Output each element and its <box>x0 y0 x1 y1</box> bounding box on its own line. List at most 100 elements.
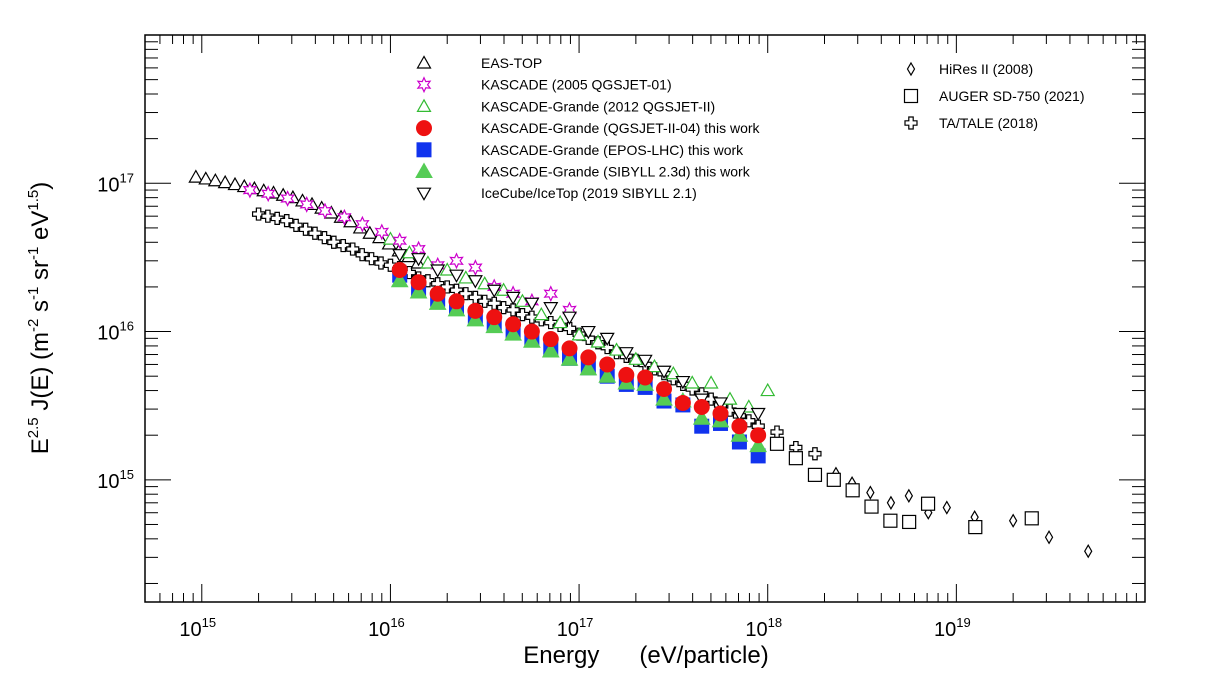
legend-left: EAS-TOP KASCADE (2005 QGSJET-01) KASCADE-G… <box>415 55 761 201</box>
data-point <box>760 382 776 397</box>
legend-marker <box>416 76 432 94</box>
data-point <box>486 284 502 298</box>
data-point <box>390 271 409 288</box>
data-point <box>942 500 952 515</box>
y-tick-label: 1017 <box>97 170 134 196</box>
data-point <box>260 185 276 203</box>
data-point <box>514 293 530 307</box>
data-point <box>382 231 398 245</box>
data-point <box>579 359 598 376</box>
data-point <box>712 405 729 422</box>
data-point <box>561 340 578 357</box>
data-point <box>618 366 635 383</box>
legend-label: HiRes II (2008) <box>939 61 1033 77</box>
data-point <box>467 302 484 319</box>
series-4 <box>392 267 766 464</box>
data-point <box>449 252 464 270</box>
data-point <box>298 222 313 236</box>
data-point <box>543 302 559 316</box>
legend-label: KASCADE (2005 QGSJET-01) <box>481 77 672 93</box>
data-point <box>637 354 653 369</box>
plot-frame <box>144 34 1146 603</box>
legend-marker <box>906 61 916 77</box>
legend-label: KASCADE-Grande (EPOS-LHC) this work <box>481 142 744 158</box>
data-point <box>364 252 379 266</box>
data-point <box>561 311 578 325</box>
data-point <box>308 226 322 240</box>
data-point <box>883 513 898 528</box>
data-point <box>227 176 243 191</box>
legend-marker <box>416 55 432 69</box>
x-tick-label: 1015 <box>179 615 216 641</box>
data-point <box>198 171 214 185</box>
data-point <box>317 231 332 245</box>
data-point <box>920 496 936 511</box>
data-series <box>188 169 1093 559</box>
legend-marker <box>903 88 919 104</box>
data-point <box>410 274 427 291</box>
data-point <box>374 223 390 241</box>
legend-label: TA/TALE (2018) <box>939 115 1038 131</box>
data-point <box>750 407 766 422</box>
data-point <box>552 314 568 329</box>
data-point <box>1008 513 1018 528</box>
data-point <box>864 499 879 514</box>
legend-label: EAS-TOP <box>481 55 542 71</box>
data-point <box>242 181 258 199</box>
data-point <box>374 256 388 270</box>
data-point <box>692 409 711 425</box>
tick-marks <box>144 34 1146 602</box>
series-8 <box>769 436 1039 535</box>
data-point <box>392 249 408 263</box>
data-point <box>628 351 644 365</box>
data-point <box>188 169 204 183</box>
data-point <box>788 451 803 466</box>
data-point <box>346 242 360 256</box>
series-3 <box>391 262 767 444</box>
data-point <box>270 211 284 225</box>
series-2 <box>382 231 776 413</box>
data-point <box>541 341 560 358</box>
data-point <box>459 287 473 301</box>
data-point <box>968 519 983 535</box>
x-tick-labels: 1015 1016 1017 1018 1019 <box>179 615 970 641</box>
data-point <box>544 315 558 330</box>
data-point <box>543 285 559 303</box>
data-point <box>655 390 673 406</box>
data-point <box>523 323 540 340</box>
data-point <box>448 269 465 283</box>
data-point <box>675 375 691 390</box>
data-point <box>478 294 492 308</box>
legend-marker <box>416 142 432 158</box>
data-point <box>750 427 767 444</box>
data-point <box>712 397 729 411</box>
data-point <box>1024 511 1039 526</box>
data-point <box>362 225 378 239</box>
data-point <box>525 310 539 324</box>
data-point <box>280 190 295 207</box>
data-point <box>749 436 768 453</box>
data-point <box>542 331 559 348</box>
data-point <box>826 472 841 487</box>
data-point <box>598 367 617 383</box>
legend-marker <box>415 162 433 178</box>
data-point <box>693 398 710 415</box>
data-point <box>289 218 303 232</box>
data-point <box>505 291 521 306</box>
data-point <box>886 495 896 510</box>
data-point <box>411 253 427 267</box>
data-point <box>251 207 266 221</box>
x-tick-label: 1017 <box>557 615 594 641</box>
data-point <box>217 174 233 189</box>
data-point <box>468 259 483 277</box>
data-point <box>807 467 823 482</box>
y-tick-label: 1016 <box>97 319 134 345</box>
data-point <box>866 485 875 500</box>
data-point <box>496 301 511 315</box>
legend-marker <box>904 116 918 130</box>
y-axis-label: E2.5 J(E) (m-2 s-1 sr-1 eV1.5) <box>25 182 54 454</box>
data-point <box>207 173 223 187</box>
data-point <box>808 447 822 461</box>
data-point <box>485 317 504 334</box>
